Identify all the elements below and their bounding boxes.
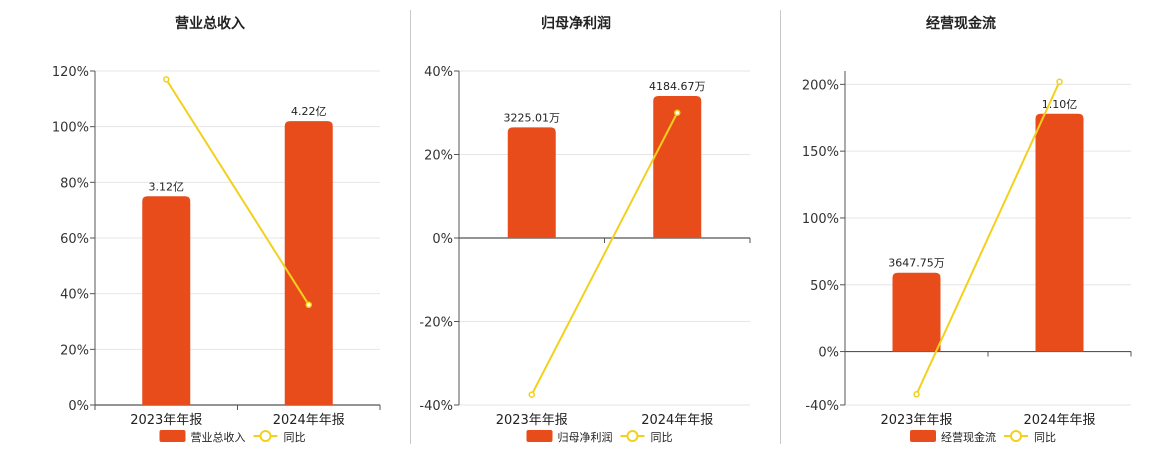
y-tick-label: 0% <box>432 232 453 247</box>
y-tick-label: 100% <box>52 121 89 136</box>
legend-line-label: 同比 <box>284 431 306 444</box>
line-point <box>528 391 535 398</box>
x-category-label: 2024年年报 <box>1023 413 1095 428</box>
bar-data-label: 3.12亿 <box>149 180 185 193</box>
legend-bar-label: 归母净利润 <box>558 430 613 444</box>
y-tick-label: 150% <box>802 145 839 160</box>
chart-panel-revenue: 营业总收入 0% 20% 40% 60% 80% 100% 120% 3.12亿 4.22亿 202… <box>0 0 410 450</box>
y-tick-label: 20% <box>60 343 89 358</box>
line-point <box>305 301 312 309</box>
chart-revenue: 营业总收入 0% 20% 40% 60% 80% 100% 120% 3.12亿 4.22亿 202… <box>52 15 381 444</box>
legend-bar-swatch <box>159 430 186 442</box>
y-tick-label: 40% <box>424 65 453 80</box>
y-tick-label: 100% <box>802 212 839 227</box>
y-tick-label: 200% <box>802 78 839 93</box>
line-series <box>165 78 310 306</box>
bar <box>653 96 702 238</box>
bar <box>892 272 941 352</box>
chart-panel-cash-flow: 经营现金流 -40% 0% 50% 100% 150% 200% 3647.75万 1.10亿 2… <box>781 0 1160 450</box>
bar <box>507 127 556 238</box>
legend-line-marker <box>626 430 639 442</box>
chart-panel-net-profit: 归母净利润 -40% -20% 0% 20% 40% 3225.01万 4184.67万 202… <box>411 0 780 450</box>
bar-data-label: 3647.75万 <box>888 257 945 270</box>
y-tick-label: -20% <box>419 316 453 331</box>
x-category-label: 2024年年报 <box>273 413 345 428</box>
legend-line-marker <box>1010 430 1022 442</box>
bar <box>1035 113 1084 352</box>
y-tick-label: 120% <box>52 65 89 80</box>
y-tick-label: 0% <box>818 346 839 361</box>
y-tick-label: 60% <box>60 232 89 247</box>
x-category-label: 2023年年报 <box>880 413 952 428</box>
y-tick-label: 80% <box>60 176 89 191</box>
panel-divider <box>410 10 411 444</box>
y-tick-label: -40% <box>419 399 453 414</box>
legend-bar-label: 营业总收入 <box>191 430 246 444</box>
legend-bar-swatch <box>910 430 936 442</box>
chart-title: 营业总收入 <box>175 15 245 32</box>
bar <box>284 121 333 405</box>
y-tick-label: 40% <box>60 288 89 303</box>
bar-data-label: 3225.01万 <box>504 111 561 124</box>
bar-data-label: 4184.67万 <box>649 80 706 93</box>
line-point <box>163 76 170 83</box>
x-category-label: 2024年年报 <box>641 413 713 428</box>
panel-divider <box>780 10 781 444</box>
y-tick-label: 0% <box>68 399 89 414</box>
line-series <box>530 112 679 396</box>
chart-net-profit: 归母净利润 -40% -20% 0% 20% 40% 3225.01万 4184.67万 202… <box>419 15 751 444</box>
legend-bar-swatch <box>526 430 553 442</box>
y-tick-label: -40% <box>805 399 839 414</box>
chart-title: 经营现金流 <box>926 15 996 32</box>
y-tick-label: 20% <box>424 149 453 164</box>
bar-data-label: 4.22亿 <box>291 105 327 118</box>
line-point <box>913 391 920 398</box>
x-category-label: 2023年年报 <box>496 413 568 428</box>
legend-line-marker <box>259 430 272 442</box>
chart-title: 归母净利润 <box>541 15 611 32</box>
legend-line-label: 同比 <box>1034 431 1056 444</box>
y-tick-label: 50% <box>810 279 839 294</box>
bar <box>142 196 191 405</box>
x-category-label: 2023年年报 <box>130 413 202 428</box>
chart-cash-flow: 经营现金流-40%0%50%100%150%200%3647.75万1.10亿2… <box>802 15 1132 444</box>
legend-bar-label: 经营现金流 <box>941 430 996 444</box>
line-point <box>1056 78 1063 85</box>
legend-line-label: 同比 <box>651 431 673 444</box>
line-series <box>915 81 1061 395</box>
line-point <box>674 109 681 116</box>
